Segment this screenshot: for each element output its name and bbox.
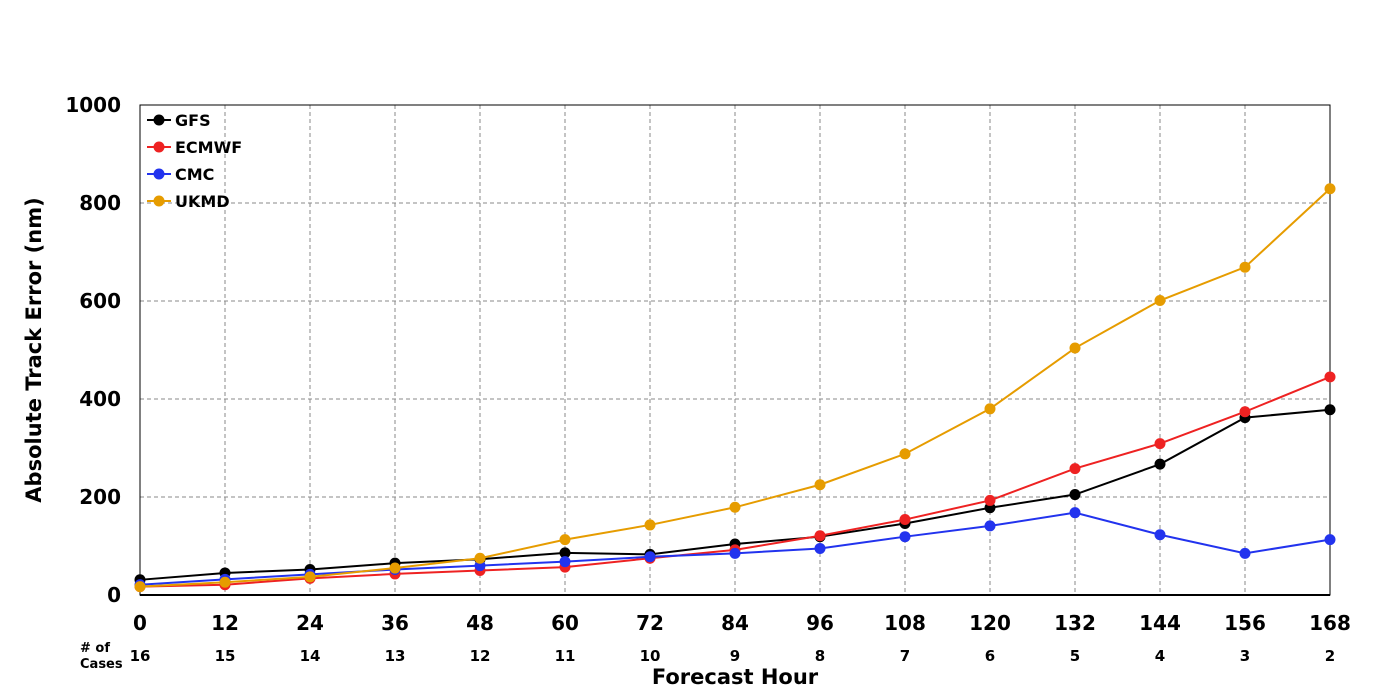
case-count-labels: 16 15 14 13 12 11 10 9 8 7 6 5 4 3 2	[130, 647, 1336, 665]
x-tick-label: 96	[806, 611, 834, 635]
x-tick-labels: 0 12 24 36 48 60 72 84 96 108 120 132 144 156 168	[133, 611, 1351, 635]
data-point-gfs	[1324, 404, 1336, 416]
x-tick-label: 48	[466, 611, 494, 635]
data-point-ukmd	[984, 403, 996, 415]
x-tick-label: 132	[1054, 611, 1096, 635]
case-count-label: 9	[730, 647, 740, 665]
data-point-cmc	[899, 531, 911, 543]
data-point-cmc	[1324, 534, 1336, 546]
x-tick-label: 108	[884, 611, 926, 635]
legend-item-ukmd: UKMD	[147, 192, 230, 211]
x-tick-label: 120	[969, 611, 1011, 635]
data-point-ecmwf	[899, 514, 911, 526]
case-count-label: 2	[1325, 647, 1335, 665]
data-point-ukmd	[219, 576, 231, 588]
data-point-cmc	[644, 551, 656, 563]
y-tick-label: 800	[79, 191, 121, 215]
case-count-label: 15	[215, 647, 236, 665]
data-point-gfs	[1154, 458, 1166, 470]
case-count-label: 10	[640, 647, 661, 665]
case-count-label: 3	[1240, 647, 1250, 665]
legend-label-ukmd: UKMD	[175, 192, 230, 211]
cases-title-line-1: # of	[80, 641, 110, 656]
data-point-cmc	[1154, 529, 1166, 541]
y-tick-labels: 0 200 400 600 800 1000	[65, 93, 121, 607]
data-point-cmc	[814, 542, 826, 554]
y-tick-label: 1000	[65, 93, 121, 117]
data-point-cmc	[1239, 547, 1251, 559]
x-tick-label: 24	[296, 611, 324, 635]
x-tick-label: 144	[1139, 611, 1181, 635]
data-point-ukmd	[134, 581, 146, 593]
legend-label-cmc: CMC	[175, 165, 214, 184]
case-count-label: 13	[385, 647, 406, 665]
y-tick-label: 200	[79, 485, 121, 509]
data-point-ukmd	[1154, 295, 1166, 307]
data-point-ukmd	[1239, 261, 1251, 273]
data-point-cmc	[1069, 507, 1081, 519]
data-point-ukmd	[304, 571, 316, 583]
case-count-label: 4	[1155, 647, 1165, 665]
case-count-label: 11	[555, 647, 576, 665]
legend: GFS ECMWF CMC UKMD	[147, 111, 242, 211]
case-count-label: 14	[300, 647, 321, 665]
case-count-label: 5	[1070, 647, 1080, 665]
x-tick-label: 84	[721, 611, 749, 635]
grid-lines	[140, 105, 1330, 595]
x-tick-label: 156	[1224, 611, 1266, 635]
data-point-cmc	[729, 547, 741, 559]
y-tick-label: 400	[79, 387, 121, 411]
series-lines	[134, 183, 1336, 593]
y-tick-label: 600	[79, 289, 121, 313]
legend-label-ecmwf: ECMWF	[175, 138, 242, 157]
y-tick-label: 0	[107, 583, 121, 607]
data-point-ukmd	[1324, 183, 1336, 195]
data-point-ecmwf	[1069, 463, 1081, 475]
legend-marker-ukmd	[153, 195, 165, 207]
legend-item-cmc: CMC	[147, 165, 214, 184]
legend-label-gfs: GFS	[175, 111, 211, 130]
legend-marker-cmc	[153, 168, 165, 180]
legend-marker-gfs	[153, 114, 165, 126]
case-count-label: 7	[900, 647, 910, 665]
legend-marker-ecmwf	[153, 141, 165, 153]
data-point-ecmwf	[1324, 371, 1336, 383]
data-point-cmc	[984, 520, 996, 532]
data-point-ukmd	[559, 534, 571, 546]
case-count-label: 6	[985, 647, 995, 665]
x-tick-label: 60	[551, 611, 579, 635]
data-point-ecmwf	[814, 530, 826, 542]
data-point-ukmd	[644, 519, 656, 531]
legend-item-ecmwf: ECMWF	[147, 138, 242, 157]
y-axis-title: Absolute Track Error (nm)	[22, 197, 46, 502]
data-point-ecmwf	[984, 494, 996, 506]
data-point-ukmd	[729, 501, 741, 513]
case-count-label: 8	[815, 647, 825, 665]
data-point-ukmd	[1069, 342, 1081, 354]
x-tick-label: 168	[1309, 611, 1351, 635]
data-point-gfs	[559, 547, 571, 559]
data-point-ukmd	[389, 562, 401, 574]
data-point-ukmd	[899, 448, 911, 460]
data-point-ecmwf	[1239, 406, 1251, 418]
cases-title-line-2: Cases	[80, 657, 123, 672]
x-tick-label: 36	[381, 611, 409, 635]
series-ecmwf	[134, 371, 1336, 593]
case-count-label: 12	[470, 647, 491, 665]
x-tick-label: 72	[636, 611, 664, 635]
data-point-gfs	[1069, 489, 1081, 501]
series-ukmd	[134, 183, 1336, 593]
data-point-cmc	[559, 556, 571, 568]
data-point-ukmd	[814, 479, 826, 491]
case-count-label: 16	[130, 647, 151, 665]
legend-item-gfs: GFS	[147, 111, 211, 130]
x-axis-title: Forecast Hour	[652, 665, 819, 689]
x-tick-label: 12	[211, 611, 239, 635]
data-point-ecmwf	[1154, 438, 1166, 450]
data-point-ukmd	[474, 552, 486, 564]
x-tick-label: 0	[133, 611, 147, 635]
